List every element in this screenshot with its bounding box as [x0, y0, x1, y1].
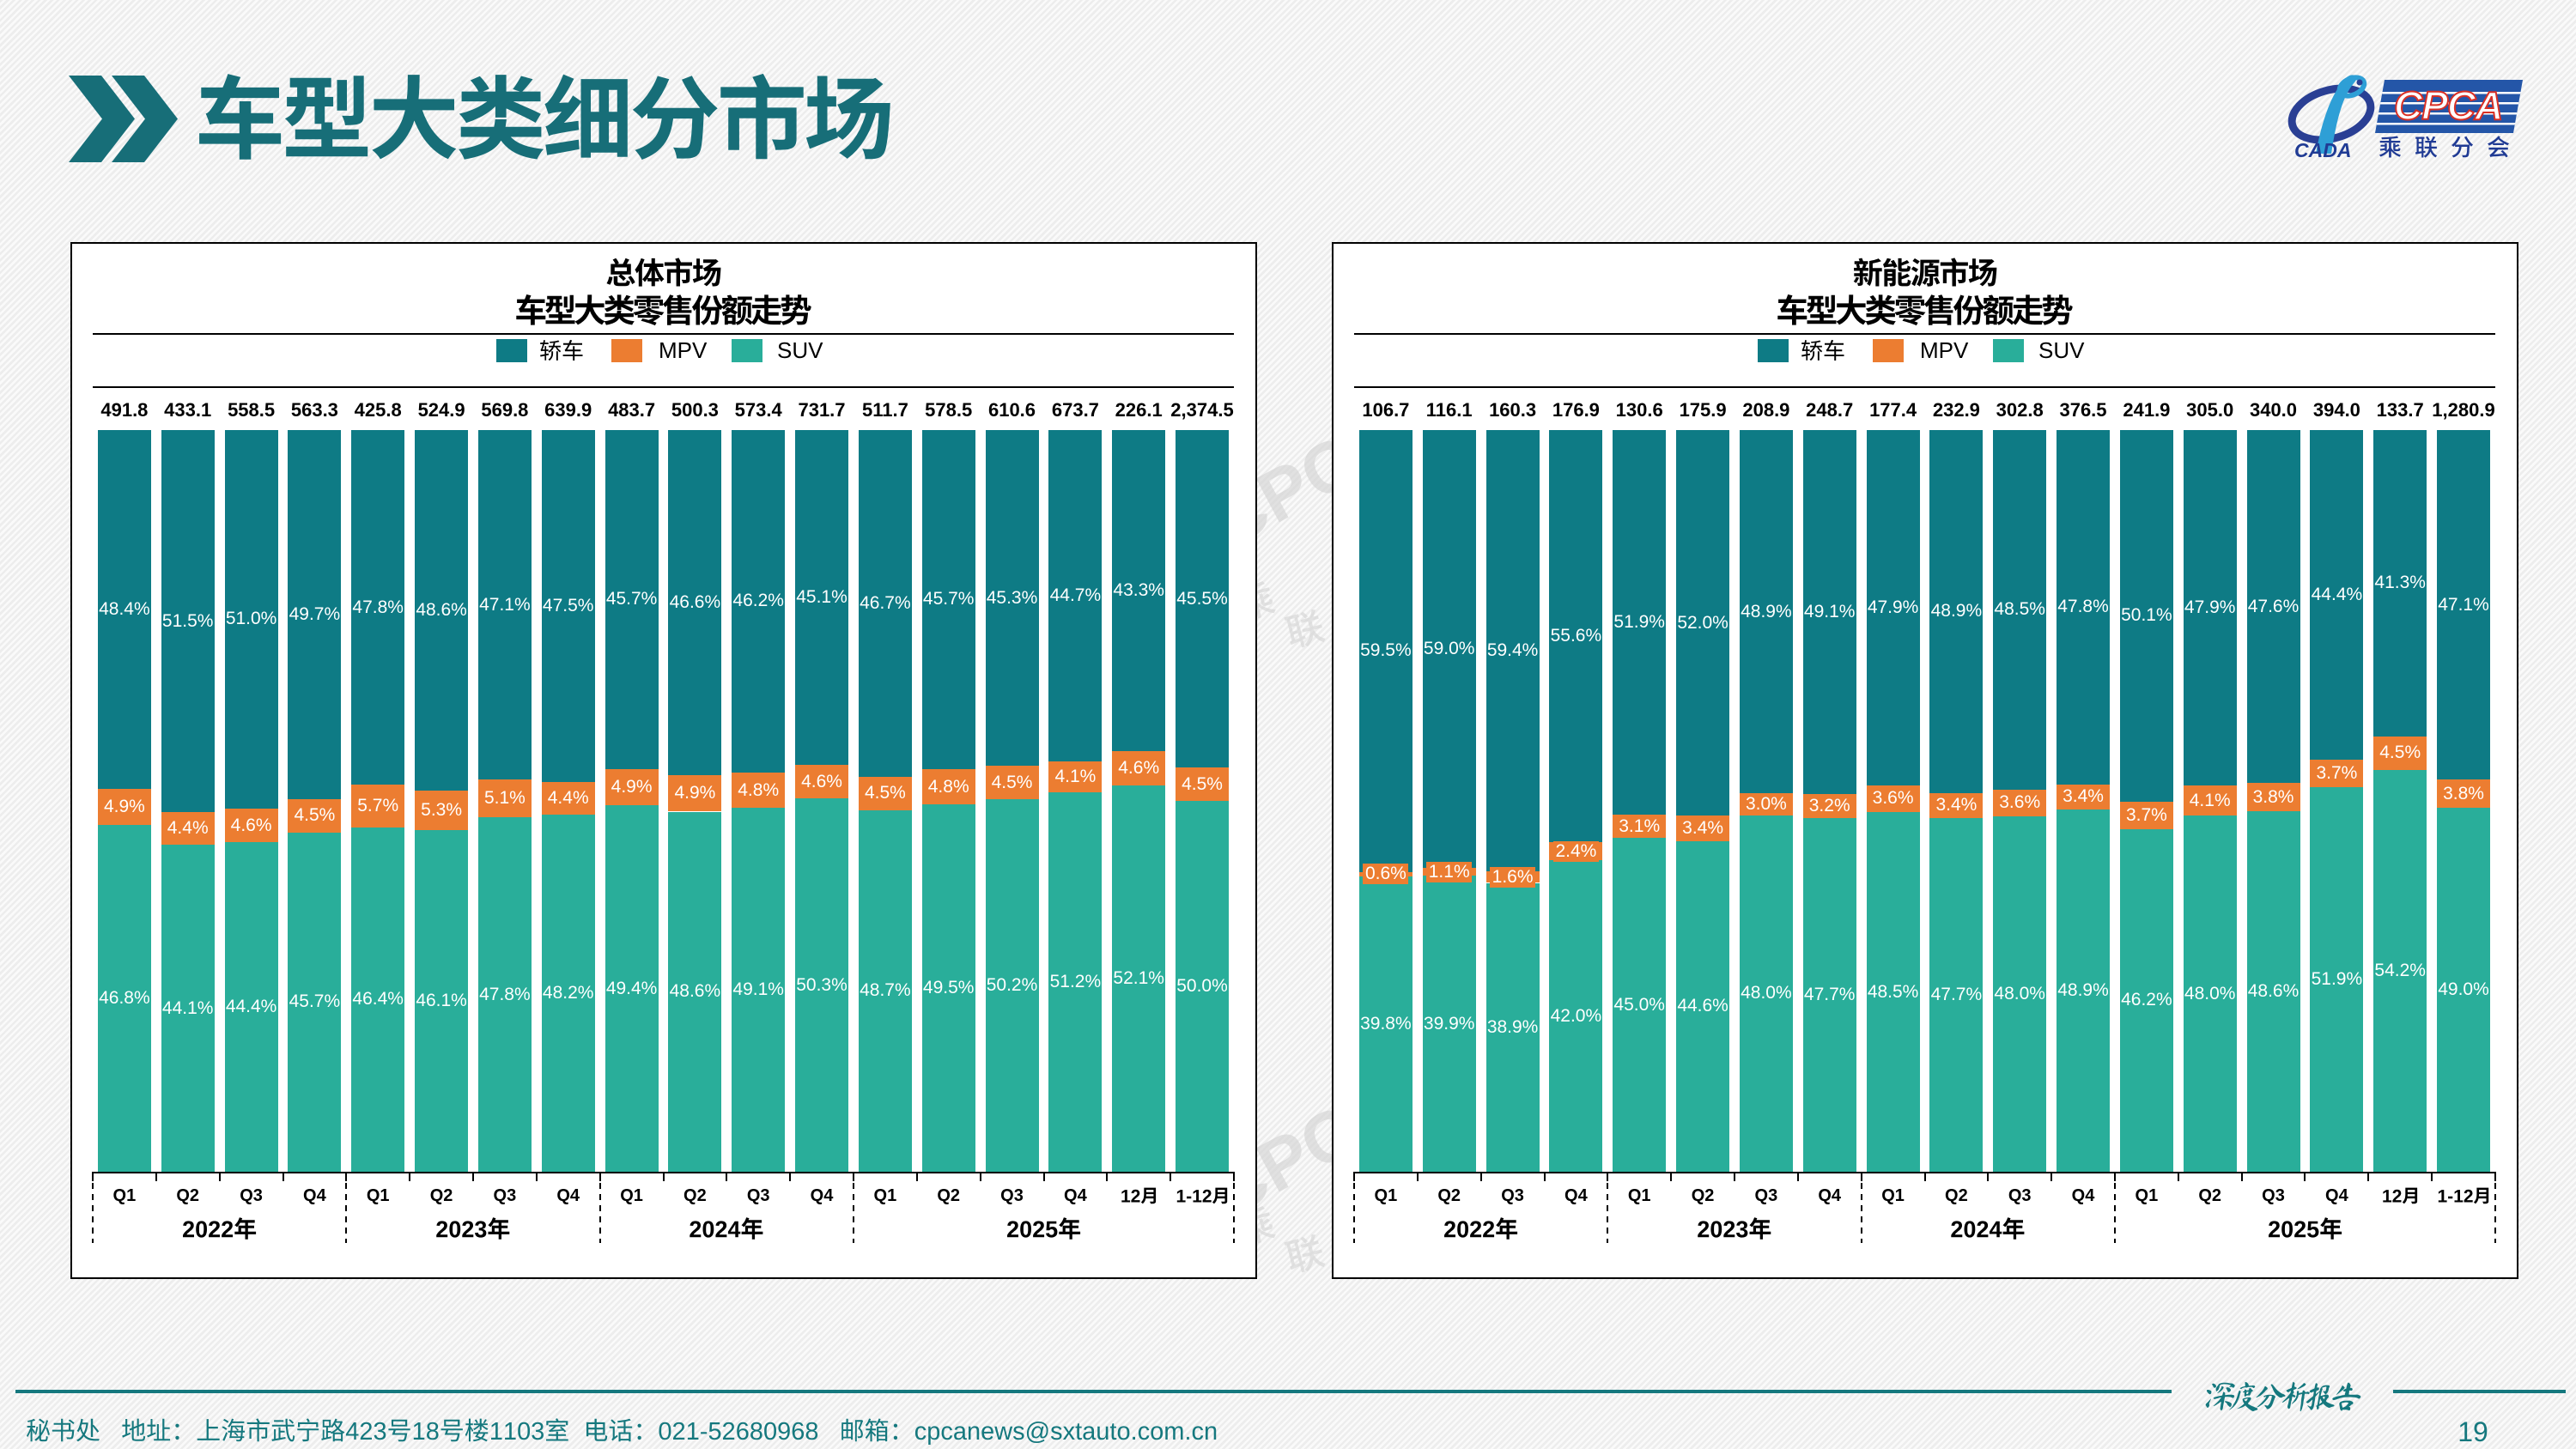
- svg-text:CADA: CADA: [2294, 139, 2351, 161]
- svg-text:CPCA: CPCA: [2394, 83, 2502, 128]
